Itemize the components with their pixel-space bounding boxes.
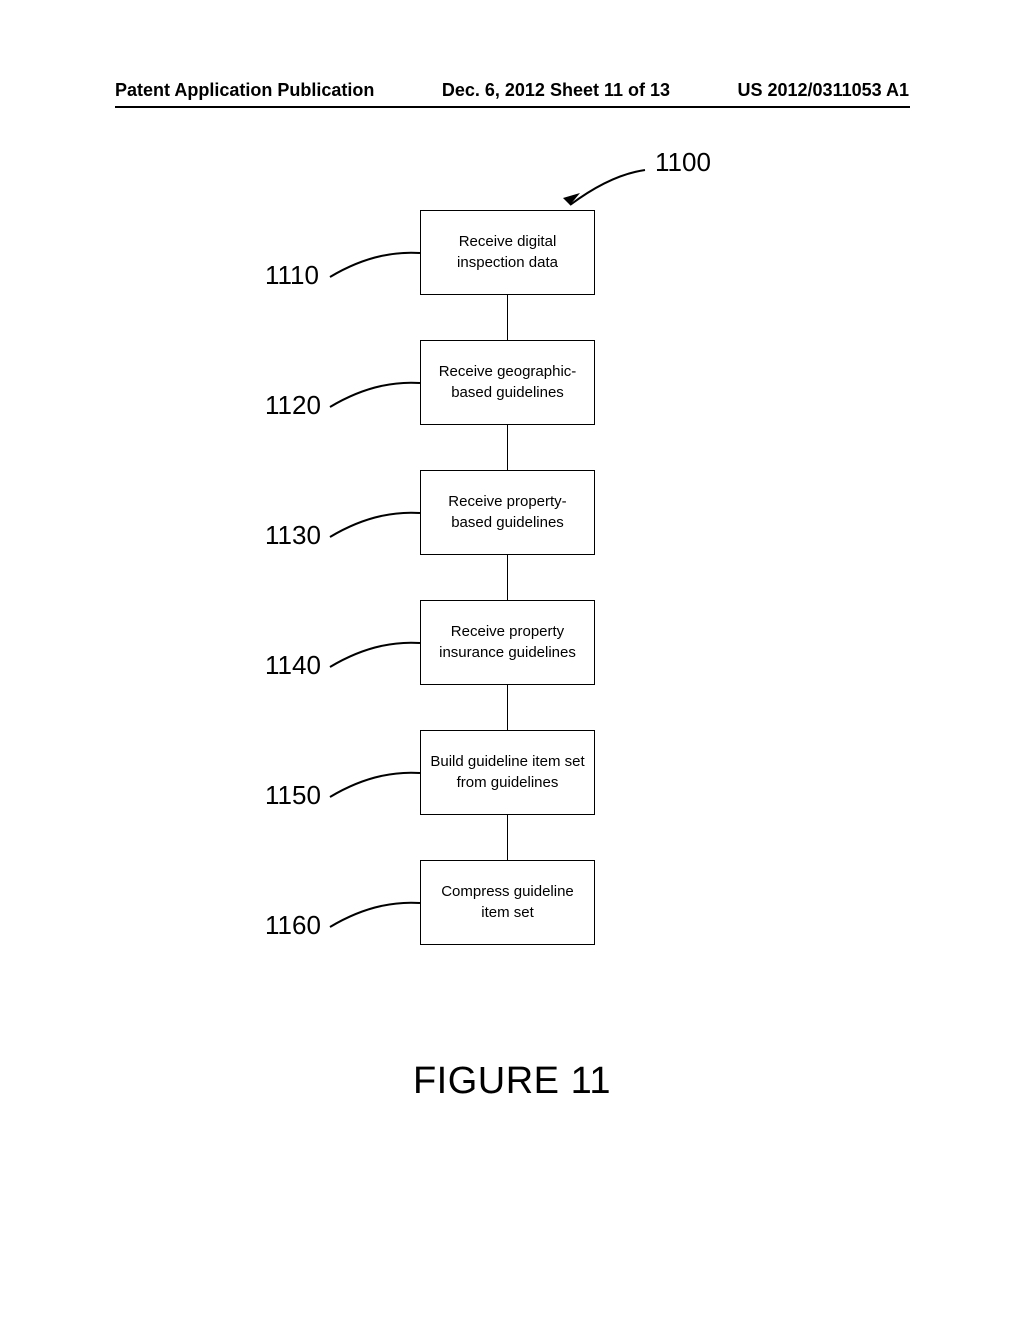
callout-curve-icon bbox=[325, 245, 425, 285]
flow-box-1130: Receive property-based guidelines bbox=[420, 470, 595, 555]
callout-curve-icon bbox=[325, 895, 425, 935]
connector bbox=[507, 555, 508, 600]
flow-box-text: Compress guideline item set bbox=[429, 882, 586, 923]
flow-box-text: Build guideline item set from guidelines bbox=[429, 752, 586, 793]
callout-curve-icon bbox=[325, 765, 425, 805]
callout-curve-icon bbox=[325, 635, 425, 675]
ref-label-1120: 1120 bbox=[265, 390, 321, 421]
connector bbox=[507, 425, 508, 470]
ref-label-top: 1100 bbox=[655, 147, 711, 178]
ref-label-1140: 1140 bbox=[265, 650, 321, 681]
figure-title: FIGURE 11 bbox=[0, 1060, 1024, 1103]
flow-box-text: Receive geographic-based guidelines bbox=[429, 362, 586, 403]
page-header: Patent Application Publication Dec. 6, 2… bbox=[0, 80, 1024, 101]
header-center: Dec. 6, 2012 Sheet 11 of 13 bbox=[442, 80, 670, 101]
flow-box-1150: Build guideline item set from guidelines bbox=[420, 730, 595, 815]
ref-label-1110: 1110 bbox=[265, 260, 319, 291]
flow-box-text: Receive digital inspection data bbox=[429, 232, 586, 273]
flow-box-text: Receive property insurance guidelines bbox=[429, 622, 586, 663]
callout-curve-icon bbox=[325, 375, 425, 415]
connector bbox=[507, 685, 508, 730]
ref-label-1150: 1150 bbox=[265, 780, 321, 811]
flow-box-text: Receive property-based guidelines bbox=[429, 492, 586, 533]
flowchart-diagram: 1100 Receive digital inspection data Rec… bbox=[0, 155, 1024, 1155]
flow-box-1140: Receive property insurance guidelines bbox=[420, 600, 595, 685]
connector bbox=[507, 815, 508, 860]
header-right: US 2012/0311053 A1 bbox=[738, 80, 909, 101]
header-divider bbox=[115, 106, 910, 108]
callout-curve-icon bbox=[325, 505, 425, 545]
flow-box-1110: Receive digital inspection data bbox=[420, 210, 595, 295]
ref-label-1130: 1130 bbox=[265, 520, 321, 551]
ref-label-1160: 1160 bbox=[265, 910, 321, 941]
flow-box-1120: Receive geographic-based guidelines bbox=[420, 340, 595, 425]
header-left: Patent Application Publication bbox=[115, 80, 374, 101]
connector bbox=[507, 295, 508, 340]
flow-box-1160: Compress guideline item set bbox=[420, 860, 595, 945]
